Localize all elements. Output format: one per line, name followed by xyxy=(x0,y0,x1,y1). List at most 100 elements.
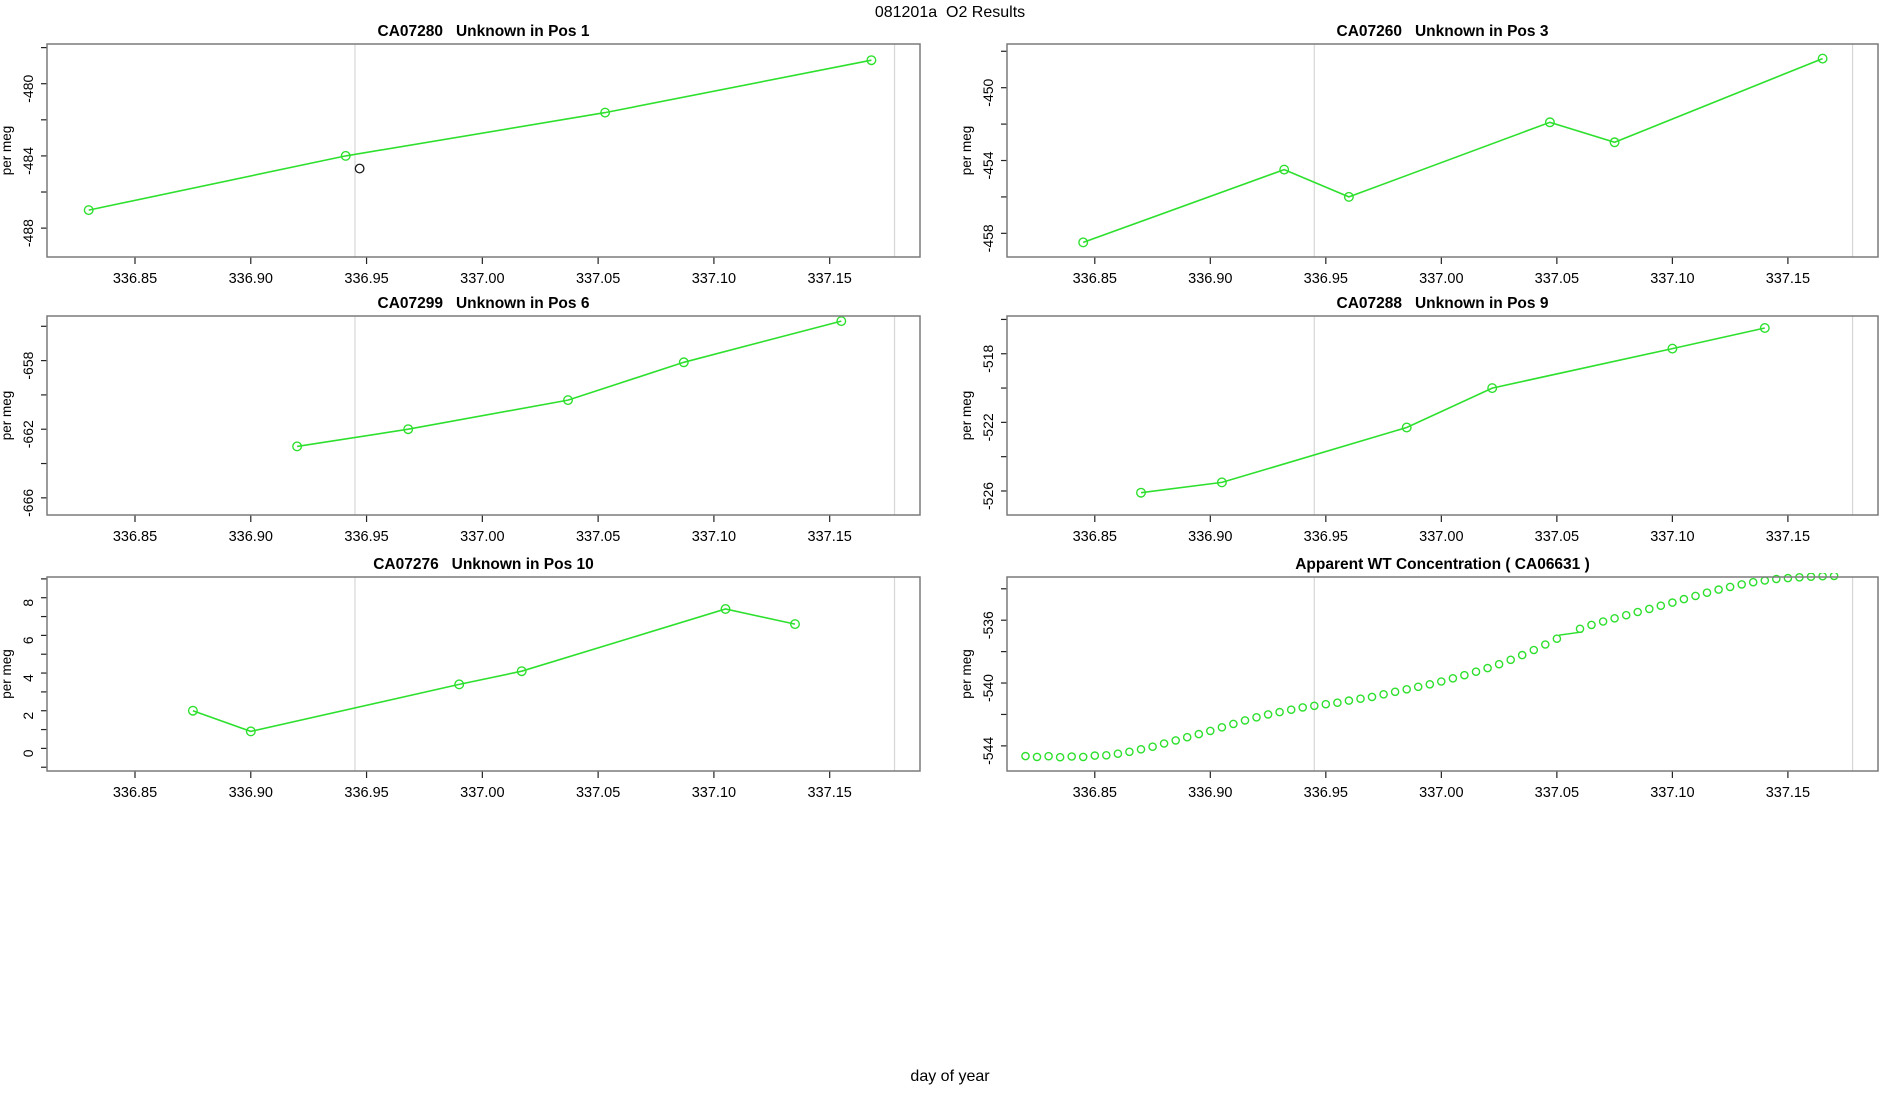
x-tick-label: 336.90 xyxy=(1188,529,1232,545)
data-point xyxy=(1817,53,1828,64)
y-tick-label: -536 xyxy=(980,611,996,639)
data-point xyxy=(1078,237,1089,248)
data-point xyxy=(1252,713,1261,722)
panel-CA07299: CA07299 Unknown in Pos 6 -666 -662 -658 per … xyxy=(0,295,921,545)
data-point xyxy=(563,395,574,406)
y-tick-label: -484 xyxy=(20,147,36,175)
data-point xyxy=(1725,582,1735,592)
y-tick-label: -540 xyxy=(980,674,996,702)
data-point xyxy=(83,205,94,216)
data-point xyxy=(1263,710,1273,719)
plot-box xyxy=(1006,576,1879,772)
x-tick-label: 336.90 xyxy=(229,529,273,545)
x-tick-label: 336.85 xyxy=(113,785,157,801)
y-tick-label: 0 xyxy=(20,749,36,757)
data-point xyxy=(1448,674,1458,683)
data-point xyxy=(1055,752,1065,762)
data-point xyxy=(1367,692,1377,702)
x-tick-label: 336.95 xyxy=(1304,529,1348,545)
data-point xyxy=(1529,645,1539,655)
outlier-point xyxy=(354,163,365,174)
series-line xyxy=(1082,57,1823,244)
panel-title: CA07299 Unknown in Pos 6 xyxy=(378,295,590,312)
data-point xyxy=(1321,699,1331,709)
data-point xyxy=(1737,580,1746,589)
panel-CA07288: CA07288 Unknown in Pos 9 -526 -522 -518 per … xyxy=(959,295,1879,545)
data-point xyxy=(1021,751,1030,761)
data-point xyxy=(1772,574,1781,584)
data-point xyxy=(245,726,256,737)
data-point xyxy=(1194,729,1204,739)
data-point xyxy=(1240,716,1250,725)
data-point xyxy=(1552,634,1562,644)
data-point xyxy=(1517,650,1527,660)
y-tick-label: -450 xyxy=(980,78,996,106)
plot-box xyxy=(46,315,921,516)
data-point xyxy=(1113,749,1123,759)
data-point xyxy=(1148,742,1157,752)
data-point xyxy=(1044,751,1053,761)
data-point xyxy=(1679,594,1689,604)
data-point xyxy=(1621,610,1631,620)
data-point xyxy=(1575,624,1585,634)
x-tick-label: 337.15 xyxy=(1766,271,1810,287)
data-point xyxy=(1829,573,1839,581)
x-tick-label: 337.00 xyxy=(1419,785,1463,801)
data-point xyxy=(1159,739,1169,748)
x-tick-label: 336.95 xyxy=(344,529,388,545)
panel-CA06631: Apparent WT Concentration ( CA06631 ) -54… xyxy=(959,556,1879,801)
data-point xyxy=(1760,576,1770,585)
data-point xyxy=(1135,487,1146,498)
x-tick-label: 337.10 xyxy=(1650,529,1694,545)
x-tick-label: 337.10 xyxy=(692,785,736,801)
data-point xyxy=(1437,677,1446,686)
x-tick-label: 336.85 xyxy=(1073,271,1117,287)
data-point xyxy=(1691,591,1700,601)
x-tick-label: 337.00 xyxy=(460,529,504,545)
data-point xyxy=(678,357,689,368)
y-tick-label: -454 xyxy=(980,151,996,179)
panel-title: CA07288 Unknown in Pos 9 xyxy=(1337,295,1549,312)
data-point xyxy=(1609,137,1620,148)
data-point xyxy=(1067,752,1076,761)
data-point xyxy=(1460,670,1469,680)
panel-title: CA07276 Unknown in Pos 10 xyxy=(373,556,594,573)
x-tick-label: 336.90 xyxy=(1188,785,1232,801)
x-tick-label: 336.95 xyxy=(1304,785,1348,801)
y-tick-label: 6 xyxy=(20,636,36,644)
x-tick-label: 337.15 xyxy=(1766,529,1810,545)
data-point xyxy=(1656,601,1666,611)
x-tick-label: 337.10 xyxy=(692,529,736,545)
data-point xyxy=(1494,659,1504,669)
data-point xyxy=(1783,573,1793,583)
x-tick-label: 337.05 xyxy=(576,529,620,545)
panel-title: CA07260 Unknown in Pos 3 xyxy=(1337,23,1549,40)
data-point xyxy=(1759,323,1770,334)
series-green xyxy=(1021,573,1839,762)
x-tick-label: 337.05 xyxy=(576,271,620,287)
series-line xyxy=(192,608,796,733)
data-point xyxy=(1032,752,1042,762)
data-point xyxy=(454,679,465,690)
series-green xyxy=(1135,323,1770,498)
data-point xyxy=(1279,164,1290,175)
series-green xyxy=(1078,53,1828,248)
data-point xyxy=(1541,640,1550,649)
data-point xyxy=(1402,685,1411,694)
data-point xyxy=(600,107,611,118)
series-line xyxy=(1140,327,1765,494)
data-point xyxy=(1702,588,1712,598)
panel-title: Apparent WT Concentration ( CA06631 ) xyxy=(1295,556,1590,573)
data-point xyxy=(1379,690,1388,699)
data-point xyxy=(1668,598,1677,607)
plot-box xyxy=(46,43,921,258)
series-green xyxy=(292,316,847,452)
data-point xyxy=(1182,732,1192,742)
figure-title: 081201a O2 Results xyxy=(874,4,1026,21)
x-tick-label: 337.00 xyxy=(1419,271,1463,287)
data-point xyxy=(1102,751,1111,760)
x-tick-label: 336.95 xyxy=(344,785,388,801)
y-tick-label: -522 xyxy=(980,413,996,441)
data-point xyxy=(1275,707,1284,717)
panel-CA07260: CA07260 Unknown in Pos 3 -458 -454 -450 per … xyxy=(959,23,1879,287)
